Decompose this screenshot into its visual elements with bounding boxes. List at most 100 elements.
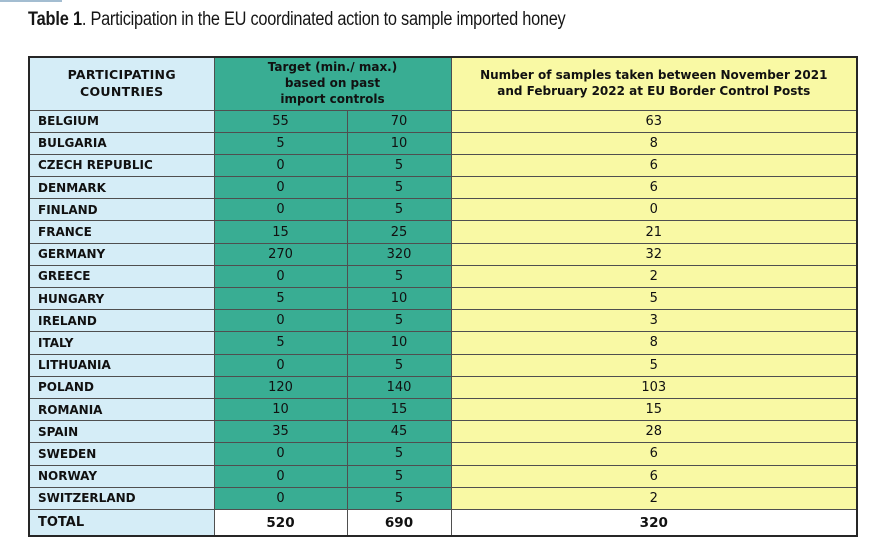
target-max-cell: 320 — [346, 242, 452, 266]
table-caption: Table 1. Participation in the EU coordin… — [28, 9, 566, 31]
target-min-cell: 10 — [213, 397, 348, 422]
target-min-cell: 0 — [213, 264, 348, 289]
table-caption-number: Table 1 — [28, 9, 82, 30]
table-row: BULGARIA 5 10 8 — [28, 131, 858, 155]
target-min-cell: 0 — [213, 198, 348, 222]
table-footer: TOTAL 520 690 320 — [28, 508, 858, 537]
samples-cell: 3 — [450, 309, 858, 333]
table-row: SWEDEN 0 5 6 — [28, 442, 858, 466]
country-cell: GREECE — [28, 264, 215, 289]
samples-cell: 15 — [450, 397, 858, 422]
target-max-cell: 70 — [346, 109, 452, 133]
samples-cell: 6 — [450, 176, 858, 200]
target-max-cell: 5 — [346, 153, 452, 178]
target-min-cell: 0 — [213, 486, 348, 510]
table-row: GERMANY 270 320 32 — [28, 242, 858, 266]
samples-cell: 0 — [450, 198, 858, 222]
target-max-cell: 10 — [346, 131, 452, 155]
target-min-cell: 270 — [213, 242, 348, 266]
page-crop-edge-line — [0, 0, 62, 2]
country-cell: LITHUANIA — [28, 353, 215, 377]
target-min-cell: 35 — [213, 420, 348, 444]
target-min-cell: 120 — [213, 375, 348, 399]
samples-cell: 6 — [450, 464, 858, 488]
country-cell: BELGIUM — [28, 109, 215, 133]
samples-cell: 6 — [450, 153, 858, 178]
table-row: DENMARK 0 5 6 — [28, 176, 858, 200]
country-cell: IRELAND — [28, 309, 215, 333]
target-max-cell: 15 — [346, 397, 452, 422]
header-number-of-samples: Number of samples taken between November… — [450, 56, 858, 111]
samples-cell: 2 — [450, 264, 858, 289]
target-max-cell: 45 — [346, 420, 452, 444]
table-row: GREECE 0 5 2 — [28, 264, 858, 289]
target-max-cell: 5 — [346, 442, 452, 466]
total-target-min: 520 — [213, 508, 348, 537]
target-max-cell: 25 — [346, 220, 452, 244]
target-max-cell: 5 — [346, 264, 452, 289]
country-cell: NORWAY — [28, 464, 215, 488]
honey-sampling-table: PARTICIPATING COUNTRIES Target (min./ ma… — [28, 56, 859, 538]
table-row: ROMANIA 10 15 15 — [28, 397, 858, 422]
samples-cell: 21 — [450, 220, 858, 244]
samples-cell: 8 — [450, 331, 858, 355]
target-max-cell: 140 — [346, 375, 452, 399]
header-row: PARTICIPATING COUNTRIES Target (min./ ma… — [28, 56, 858, 111]
country-cell: GERMANY — [28, 242, 215, 266]
target-min-cell: 5 — [213, 331, 348, 355]
country-cell: POLAND — [28, 375, 215, 399]
target-min-cell: 0 — [213, 464, 348, 488]
target-min-cell: 15 — [213, 220, 348, 244]
header-target-min-max: Target (min./ max.) based on past import… — [213, 56, 452, 111]
country-cell: DENMARK — [28, 176, 215, 200]
samples-cell: 2 — [450, 486, 858, 510]
table-row-total: TOTAL 520 690 320 — [28, 508, 858, 537]
target-max-cell: 10 — [346, 286, 452, 311]
table-row: CZECH REPUBLIC 0 5 6 — [28, 153, 858, 178]
country-cell: ITALY — [28, 331, 215, 355]
table-header: PARTICIPATING COUNTRIES Target (min./ ma… — [28, 56, 858, 111]
target-min-cell: 0 — [213, 153, 348, 178]
country-cell: FINLAND — [28, 198, 215, 222]
target-min-cell: 5 — [213, 286, 348, 311]
target-min-cell: 0 — [213, 309, 348, 333]
target-max-cell: 5 — [346, 198, 452, 222]
country-cell: SWEDEN — [28, 442, 215, 466]
samples-cell: 8 — [450, 131, 858, 155]
country-cell: SPAIN — [28, 420, 215, 444]
samples-cell: 5 — [450, 286, 858, 311]
country-cell: FRANCE — [28, 220, 215, 244]
target-max-cell: 5 — [346, 176, 452, 200]
table-row: SPAIN 35 45 28 — [28, 420, 858, 444]
table-row: IRELAND 0 5 3 — [28, 309, 858, 333]
country-cell: SWITZERLAND — [28, 486, 215, 510]
target-min-cell: 55 — [213, 109, 348, 133]
country-cell: BULGARIA — [28, 131, 215, 155]
target-max-cell: 5 — [346, 309, 452, 333]
samples-cell: 63 — [450, 109, 858, 133]
table-row: ITALY 5 10 8 — [28, 331, 858, 355]
samples-cell: 5 — [450, 353, 858, 377]
total-label: TOTAL — [28, 508, 215, 537]
table-row: POLAND 120 140 103 — [28, 375, 858, 399]
target-max-cell: 5 — [346, 486, 452, 510]
total-target-max: 690 — [346, 508, 452, 537]
target-max-cell: 10 — [346, 331, 452, 355]
samples-cell: 28 — [450, 420, 858, 444]
table-row: HUNGARY 5 10 5 — [28, 286, 858, 311]
country-cell: ROMANIA — [28, 397, 215, 422]
country-cell: HUNGARY — [28, 286, 215, 311]
target-min-cell: 5 — [213, 131, 348, 155]
samples-cell: 6 — [450, 442, 858, 466]
table-row: FRANCE 15 25 21 — [28, 220, 858, 244]
target-max-cell: 5 — [346, 353, 452, 377]
table-row: LITHUANIA 0 5 5 — [28, 353, 858, 377]
table-row: FINLAND 0 5 0 — [28, 198, 858, 222]
samples-cell: 32 — [450, 242, 858, 266]
table-row: SWITZERLAND 0 5 2 — [28, 486, 858, 510]
target-min-cell: 0 — [213, 353, 348, 377]
country-cell: CZECH REPUBLIC — [28, 153, 215, 178]
table-body: BELGIUM 55 70 63 BULGARIA 5 10 8 CZECH R… — [28, 109, 858, 510]
header-participating-countries: PARTICIPATING COUNTRIES — [28, 56, 215, 111]
